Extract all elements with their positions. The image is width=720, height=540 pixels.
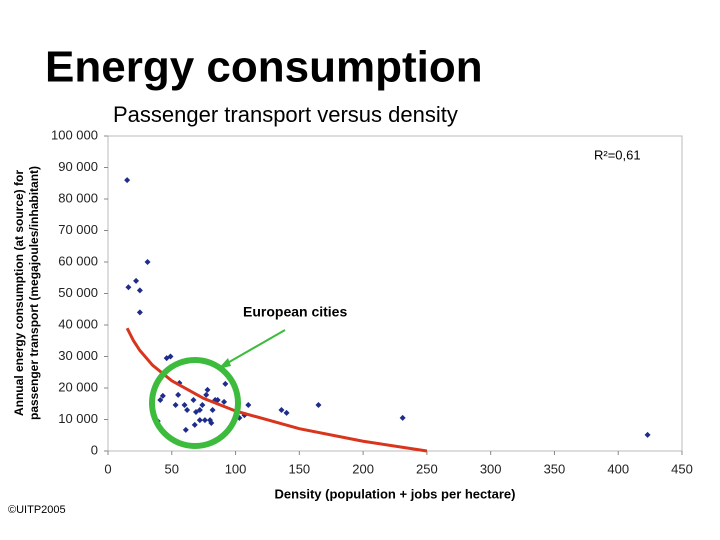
scatter-point	[278, 407, 285, 414]
highlight-circle	[149, 357, 241, 449]
x-axis-label: Density (population + jobs per hectare)	[275, 486, 516, 501]
plot-area	[107, 135, 683, 452]
marks: 0 10 000 20 000 30 000 40 000 50 000 60 000 70 …	[51, 127, 693, 476]
scatter-point	[144, 259, 151, 265]
trend-line	[125, 327, 428, 453]
y-tick-label: 20 000	[58, 379, 98, 394]
scatter-point	[221, 398, 228, 405]
y-tick-label: 30 000	[58, 348, 98, 363]
scatter-point	[175, 391, 182, 398]
copyright: ©UITP2005	[8, 504, 66, 516]
annotation: R²=0,61	[594, 147, 641, 162]
scatter-point	[196, 417, 203, 424]
chart-title: Passenger transport versus density	[113, 102, 458, 127]
y-tick-label: 60 000	[58, 253, 98, 268]
annotation: European cities	[243, 304, 347, 320]
scatter-point	[222, 380, 229, 387]
scatter-point	[204, 386, 211, 393]
x-tick-label: 350	[544, 461, 566, 476]
scatter-point	[214, 396, 221, 403]
scatter-point	[190, 396, 197, 403]
scatter-point	[133, 277, 140, 284]
scatter-point	[203, 391, 210, 398]
y-tick-label: 90 000	[58, 159, 98, 174]
arrow-line	[223, 329, 286, 366]
scatter-point	[283, 409, 290, 416]
scatter-point	[209, 407, 216, 414]
scatter-point	[125, 284, 132, 291]
scatter-point	[181, 402, 188, 409]
x-tick-label: 0	[104, 461, 111, 476]
y-tick-label: 10 000	[58, 411, 98, 426]
x-tick-label: 150	[288, 461, 310, 476]
scatter-point	[644, 431, 651, 438]
x-tick-label: 50	[165, 461, 179, 476]
scatter-point	[136, 309, 143, 316]
x-tick-label: 100	[225, 461, 247, 476]
y-axis-label-line: Annual energy consumption (at source) fo…	[12, 170, 26, 416]
scatter-point	[208, 419, 215, 426]
arrow-head	[218, 358, 231, 369]
y-axis-label-line: passenger transport (megajoules/inhabita…	[27, 166, 41, 420]
scatter-point	[124, 177, 131, 184]
scatter-point	[157, 396, 164, 403]
slide-title: Energy consumption	[45, 43, 483, 92]
scatter-point	[191, 421, 198, 428]
scatter-point	[159, 392, 166, 399]
scatter-point	[201, 417, 208, 424]
scatter-point	[193, 408, 200, 415]
x-tick-label: 250	[416, 461, 438, 476]
x-tick-label: 300	[480, 461, 502, 476]
scatter-point	[315, 402, 322, 409]
y-tick-label: 40 000	[58, 316, 98, 331]
y-tick-label: 100 000	[51, 127, 98, 142]
scatter-point	[199, 402, 206, 409]
y-axis-label: Annual energy consumption (at source) fo…	[12, 166, 41, 420]
y-tick-label: 50 000	[58, 285, 98, 300]
scatter-point	[245, 402, 252, 409]
y-tick-label: 80 000	[58, 190, 98, 205]
scatter-point	[184, 407, 191, 414]
y-tick-label: 70 000	[58, 222, 98, 237]
x-tick-label: 450	[671, 461, 693, 476]
scatter-point	[399, 414, 406, 421]
y-tick-label: 0	[91, 442, 98, 457]
x-tick-label: 200	[352, 461, 374, 476]
scatter-point	[167, 353, 174, 360]
scatter-point	[182, 426, 189, 433]
scatter-point	[172, 402, 179, 409]
scatter-point	[136, 287, 143, 294]
x-tick-label: 400	[607, 461, 629, 476]
